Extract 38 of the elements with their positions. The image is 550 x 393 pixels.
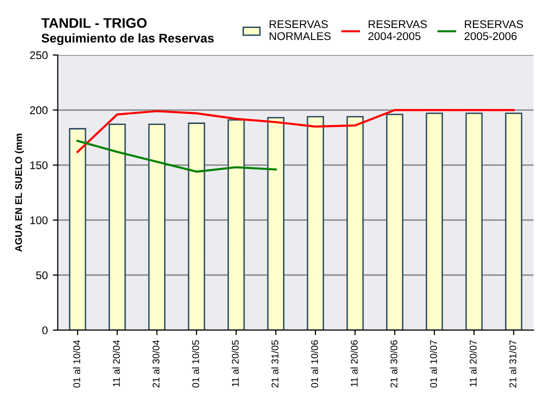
x-tick-label: 01 al 10/05 — [192, 340, 200, 388]
bar — [426, 112, 444, 330]
bar — [346, 116, 364, 330]
x-tick-label: 11 al 20/07 — [470, 340, 477, 386]
chart-subtitle: Seguimiento de las Reservas — [42, 33, 214, 46]
y-tick-label: 250 — [30, 51, 48, 60]
chart-title: TANDIL - TRIGO — [41, 18, 147, 28]
bar — [228, 119, 245, 330]
legend-label: RESERVAS 2005-2006 — [464, 20, 523, 40]
x-tick-label: 21 al 31/05 — [271, 340, 278, 388]
x-tick-label: 11 al 20/04 — [112, 340, 120, 386]
bar — [465, 112, 483, 330]
legend-label: RESERVAS NORMALES — [270, 20, 331, 40]
bar — [108, 124, 126, 330]
bar — [505, 112, 522, 330]
line-series — [76, 140, 277, 173]
x-tick-label: 21 al 30/04 — [152, 340, 160, 388]
legend-label: RESERVAS 2004-2005 — [368, 20, 427, 40]
bar — [267, 117, 284, 330]
bar — [386, 114, 404, 330]
x-tick-label: 01 al 10/06 — [310, 340, 318, 388]
x-tick-label: 21 al 30/06 — [390, 340, 398, 388]
bar — [188, 122, 206, 330]
y-tick-label: 200 — [30, 106, 48, 114]
line-series — [76, 108, 515, 153]
x-tick-label: 01 al 10/07 — [430, 340, 437, 388]
bar — [68, 128, 86, 330]
bar — [148, 124, 166, 330]
x-tick-label: 11 al 20/05 — [232, 340, 239, 386]
x-tick-label: 21 al 31/07 — [509, 340, 516, 388]
y-tick-label: 0 — [42, 326, 48, 334]
y-tick-label: 150 — [30, 161, 48, 170]
x-tick-label: 01 al 10/04 — [73, 340, 80, 388]
y-tick-label: 100 — [30, 216, 48, 224]
x-tick-label: 11 al 20/06 — [350, 340, 358, 386]
bar — [306, 116, 324, 330]
y-axis-title: AGUA EN EL SUELO (mm — [14, 134, 24, 252]
y-tick-label: 50 — [36, 271, 48, 280]
